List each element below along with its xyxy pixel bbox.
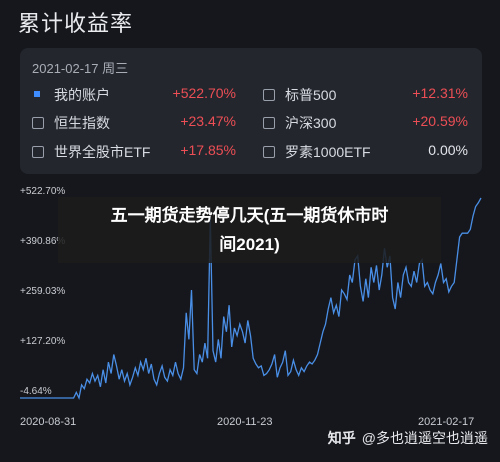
- series-line-my-account: [20, 197, 482, 401]
- page-title: 累计收益率: [18, 11, 134, 36]
- legend-value: +17.85%: [180, 142, 236, 158]
- legend-value: +23.47%: [180, 113, 236, 129]
- x-tick-label: 2020-11-23: [217, 416, 272, 428]
- legend-item-sp500[interactable]: 标普500: [263, 85, 336, 105]
- legend-item-csi300[interactable]: 沪深300: [263, 113, 336, 133]
- article-title-overlay: 五一期货走势停几天(五一期货休市时 间2021): [58, 197, 441, 263]
- checkbox-icon[interactable]: [32, 89, 44, 101]
- legend-label: 恒生指数: [54, 115, 110, 131]
- legend-value: 0.00%: [428, 142, 468, 158]
- y-tick-label: +390.86%: [20, 236, 65, 247]
- y-tick-label: -4.64%: [20, 386, 52, 397]
- overlay-line-2: 间2021): [219, 235, 280, 254]
- y-tick-label: +522.70%: [20, 186, 65, 197]
- legend-item-world-etf[interactable]: 世界全股市ETF: [32, 142, 150, 162]
- legend-label: 我的账户: [54, 87, 110, 103]
- legend-value: +12.31%: [412, 85, 468, 101]
- cumulative-return-chart[interactable]: +522.70% +390.86% +259.03% +127.20% -4.64% 2…: [0, 180, 500, 440]
- checkbox-icon[interactable]: [263, 117, 275, 129]
- y-tick-label: +259.03%: [20, 286, 65, 297]
- checkbox-icon[interactable]: [263, 146, 275, 158]
- checkbox-icon[interactable]: [263, 89, 275, 101]
- watermark-author: @多也逍遥空也逍遥: [361, 430, 488, 446]
- x-tick-label: 2020-08-31: [20, 416, 76, 428]
- checkbox-icon[interactable]: [32, 146, 44, 158]
- overlay-line-1: 五一期货走势停几天(五一期货休市时: [110, 206, 389, 225]
- legend-panel: 2021-02-17 周三 我的账户 +522.70% 标普500 +12.31…: [20, 48, 482, 174]
- watermark: 知乎 @多也逍遥空也逍遥: [328, 428, 488, 448]
- y-tick-label: +127.20%: [20, 336, 65, 347]
- legend-item-russell1000[interactable]: 罗素1000ETF: [263, 142, 371, 162]
- legend-item-my-account[interactable]: 我的账户: [32, 85, 110, 105]
- legend-label: 标普500: [285, 87, 337, 103]
- selected-date: 2021-02-17 周三: [32, 61, 129, 76]
- x-tick-label: 2021-02-17: [418, 416, 474, 428]
- legend-value: +522.70%: [172, 85, 236, 101]
- watermark-brand: 知乎: [327, 430, 356, 446]
- checkbox-icon[interactable]: [32, 117, 44, 129]
- legend-label: 罗素1000ETF: [285, 144, 371, 160]
- legend-label: 世界全股市ETF: [54, 144, 151, 160]
- legend-value: +20.59%: [412, 113, 468, 129]
- legend-item-hsi[interactable]: 恒生指数: [32, 113, 110, 133]
- legend-label: 沪深300: [285, 115, 337, 131]
